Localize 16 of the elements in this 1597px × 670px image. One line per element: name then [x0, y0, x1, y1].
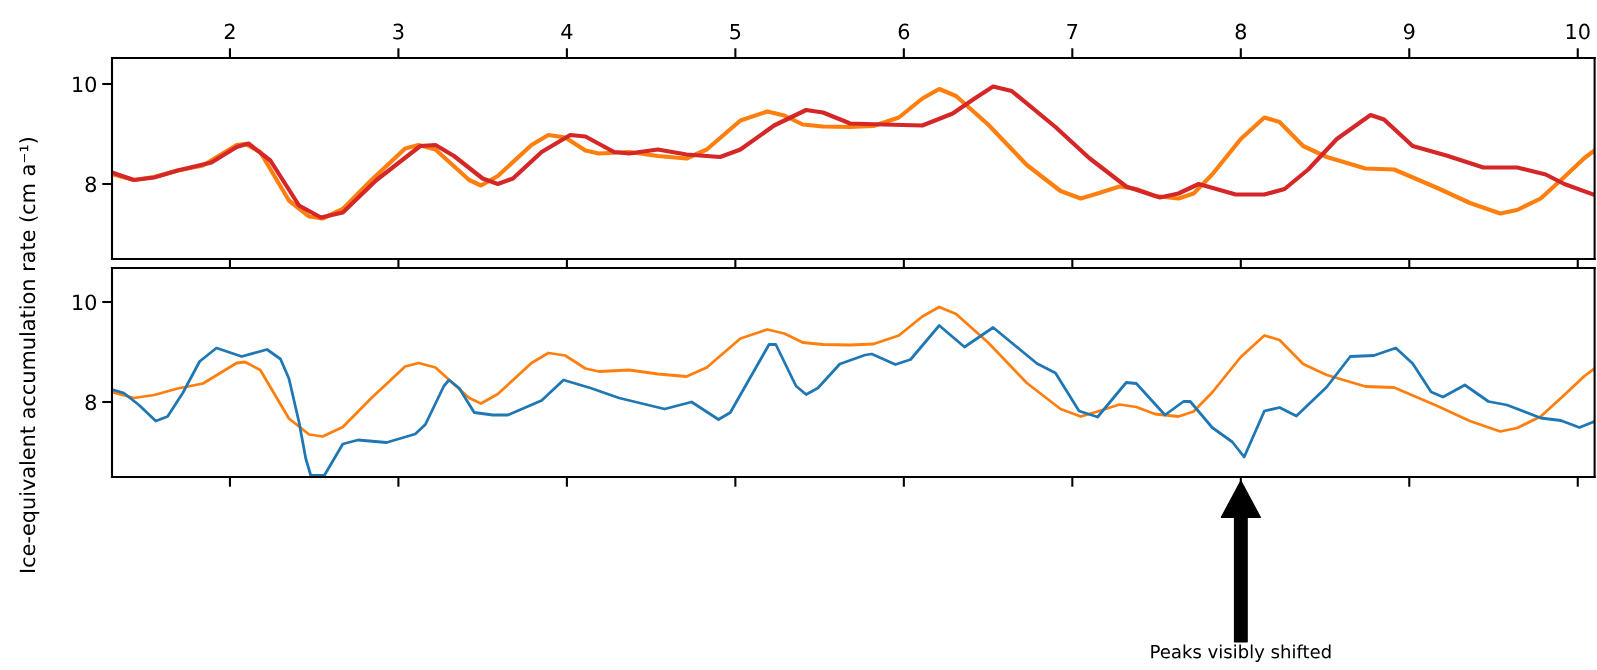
x-tick-label: 10: [1566, 23, 1590, 40]
line-series: [112, 305, 1595, 438]
y-tick-label: 8: [85, 394, 96, 411]
y-tick-label: 10: [73, 294, 97, 311]
text: Peaks visibly shifted: [1151, 644, 1331, 662]
x-tick-label: 7: [1067, 23, 1078, 40]
x-tick-label: 9: [1403, 23, 1415, 40]
y-tick-label: 8: [85, 176, 96, 193]
x-tick-label: 8: [1235, 23, 1246, 40]
x-tick-label: 3: [393, 23, 404, 40]
y-axis-title: Ice-equivalent accumulation rate (cm a⁻¹): [19, 137, 40, 572]
x-tick-label: 4: [561, 23, 573, 40]
y-tick-label: 10: [73, 76, 97, 93]
x-tick-label: 6: [898, 23, 910, 40]
x-tick-label: 2: [224, 23, 235, 40]
x-tick-label: 5: [730, 23, 741, 40]
